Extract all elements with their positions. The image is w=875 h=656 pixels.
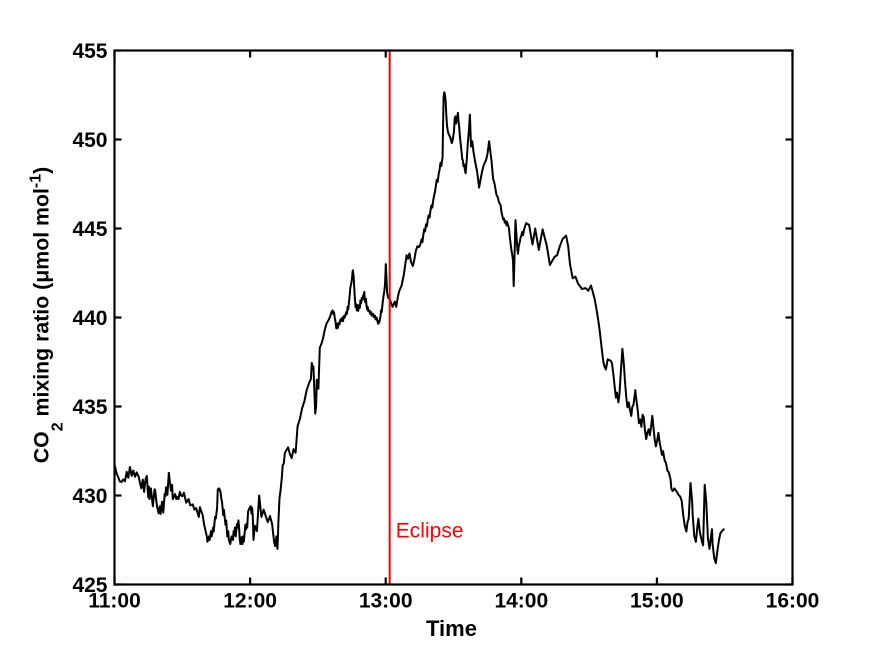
svg-text:435: 435: [72, 396, 107, 419]
svg-text:450: 450: [72, 129, 107, 152]
svg-text:15:00: 15:00: [630, 590, 684, 613]
svg-text:14:00: 14:00: [494, 590, 548, 613]
svg-text:430: 430: [72, 485, 107, 508]
svg-text:455: 455: [72, 40, 107, 63]
svg-text:16:00: 16:00: [766, 590, 820, 613]
svg-text:440: 440: [72, 307, 107, 330]
svg-text:Eclipse: Eclipse: [396, 520, 464, 543]
svg-text:445: 445: [72, 218, 107, 241]
svg-text:425: 425: [72, 574, 107, 597]
svg-text:12:00: 12:00: [223, 590, 277, 613]
svg-text:13:00: 13:00: [359, 590, 413, 613]
svg-text:11:00: 11:00: [88, 590, 141, 613]
svg-text:Time: Time: [426, 616, 477, 641]
